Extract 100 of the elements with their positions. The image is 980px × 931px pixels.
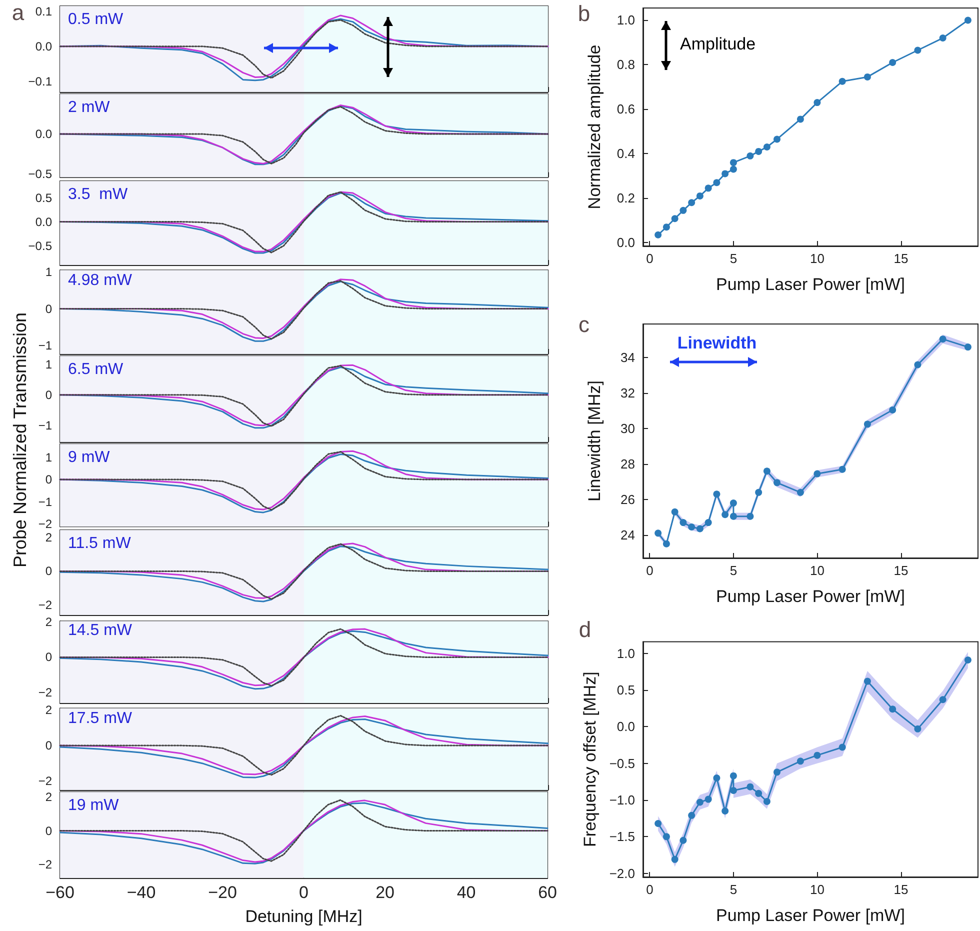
y-tick-label: 30	[620, 421, 635, 436]
y-tick-label: 1	[45, 265, 52, 279]
point	[654, 530, 662, 537]
y-tick-label: 2	[45, 703, 52, 718]
x-tick-label: 5	[730, 882, 738, 897]
point	[889, 58, 896, 66]
y-tick-label: 0.0	[35, 40, 52, 54]
y-tick-label: 32	[620, 386, 635, 401]
y-tick-label: 2	[45, 790, 52, 804]
x-tick-label: 10	[810, 251, 824, 266]
y-tick-label: −2.0	[609, 866, 635, 881]
y-tick-label: 0	[45, 387, 52, 402]
point	[746, 512, 754, 520]
point	[939, 336, 946, 343]
y-tick-label: 0.0	[35, 215, 52, 230]
point	[939, 696, 946, 704]
x-tick-label: −60	[46, 883, 74, 902]
point	[688, 812, 696, 819]
text: b	[578, 1, 590, 26]
point	[814, 99, 821, 106]
y-tick-label: 1	[45, 450, 52, 464]
y-tick-label: 34	[620, 350, 635, 366]
point	[838, 466, 846, 473]
point	[654, 820, 662, 827]
y-tick-label: −2	[38, 598, 52, 612]
y-axis-title: Linewidth [MHz]	[585, 380, 604, 502]
y-tick-label: 0.6	[616, 102, 635, 117]
point	[680, 206, 687, 214]
annotation: 19 mW	[68, 797, 119, 814]
y-tick-label: 28	[620, 456, 635, 472]
annotation: 0.5 mW	[68, 11, 124, 28]
point	[688, 199, 696, 206]
point	[864, 420, 871, 428]
point	[889, 406, 896, 414]
point	[722, 511, 729, 518]
x-tick-label: 15	[894, 251, 908, 266]
point	[713, 179, 720, 186]
x-axis-title: Detuning [MHz]	[245, 907, 362, 926]
annotation: Amplitude	[680, 34, 756, 54]
point	[774, 768, 780, 776]
point	[763, 144, 770, 151]
point	[755, 488, 762, 496]
y-tick-label: −1.5	[609, 829, 635, 844]
point	[746, 783, 754, 790]
point	[774, 136, 780, 143]
point	[654, 231, 662, 238]
point	[796, 116, 804, 123]
x-tick-label: 5	[730, 251, 738, 266]
y-tick-label: −2	[38, 774, 52, 788]
point	[939, 34, 946, 42]
x-axis-title: Pump Laser Power [mW]	[716, 906, 905, 925]
x-tick-label: −20	[208, 883, 237, 902]
x-tick-label: 20	[376, 883, 394, 902]
y-tick-label: 0	[45, 302, 52, 316]
point	[662, 540, 670, 548]
annotation: 2 mW	[68, 99, 110, 116]
y-tick-label: −0.5	[28, 167, 52, 181]
x-tick-label: 0	[646, 251, 654, 266]
point	[964, 344, 972, 351]
x-tick-label: 5	[730, 563, 738, 578]
y-tick-label: 0.8	[616, 57, 635, 72]
point	[713, 774, 720, 782]
point	[838, 744, 846, 751]
x-tick-label: 15	[894, 882, 908, 897]
point	[914, 361, 922, 368]
x-axis-title: Pump Laser Power [mW]	[716, 275, 905, 294]
x-tick-label: 15	[894, 563, 908, 578]
point	[914, 725, 922, 732]
y-axis-title: Probe Normalized Transmission	[10, 312, 30, 568]
y-tick-label: 0	[45, 824, 52, 838]
point	[730, 772, 737, 780]
point	[696, 525, 704, 532]
point	[964, 16, 972, 24]
x-tick-label: 10	[810, 563, 824, 578]
point	[730, 166, 737, 173]
y-tick-label: −2	[38, 686, 52, 700]
annotation: 11.5 mW	[68, 535, 131, 552]
point	[704, 184, 712, 192]
point	[755, 148, 762, 155]
point	[864, 73, 871, 80]
point	[964, 656, 972, 664]
point	[688, 523, 696, 530]
point	[704, 519, 712, 526]
point	[796, 488, 804, 496]
point	[914, 46, 922, 54]
annotation: 17.5 mW	[68, 710, 132, 728]
x-tick-label: 10	[810, 882, 824, 897]
point	[671, 215, 678, 222]
y-tick-label: 0.5	[35, 191, 52, 206]
point	[671, 508, 678, 516]
point	[696, 192, 704, 200]
point	[713, 490, 720, 498]
x-axis-title: Pump Laser Power [mW]	[716, 587, 905, 606]
point	[722, 808, 729, 815]
y-tick-label: 1.0	[616, 646, 635, 661]
y-tick-label: −2	[38, 858, 52, 872]
point	[889, 706, 896, 713]
y-tick-label: 1.0	[616, 12, 635, 28]
y-axis-title: Normalized amplitude	[585, 44, 604, 210]
y-tick-label: −0.5	[609, 756, 635, 771]
